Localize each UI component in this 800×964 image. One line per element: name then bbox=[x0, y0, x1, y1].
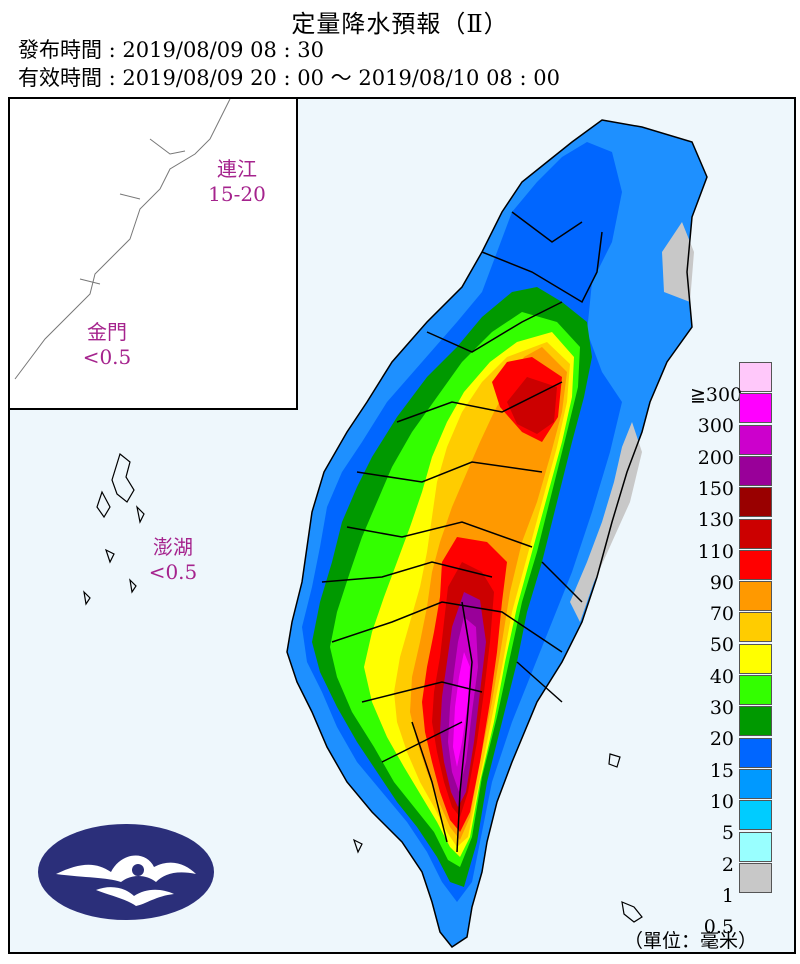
legend-label: ≧300 bbox=[690, 384, 743, 406]
legend-label: 200 bbox=[697, 446, 734, 469]
legend-unit: （單位：毫米） bbox=[624, 930, 758, 952]
county-borders bbox=[321, 211, 603, 853]
kinmen-name: 金門 bbox=[87, 320, 127, 344]
small-islands bbox=[352, 753, 643, 923]
legend-label: 2 bbox=[721, 853, 734, 876]
legend-label: 150 bbox=[697, 477, 734, 500]
legend-label: 1 bbox=[721, 884, 734, 907]
legend-swatch bbox=[739, 424, 772, 455]
issue-time: 發布時間 : 2019/08/09 08 : 30 bbox=[18, 38, 325, 62]
map-title: 定量降水預報（Ⅱ） bbox=[291, 10, 509, 38]
legend-label: 50 bbox=[709, 634, 734, 657]
taiwan-outline bbox=[286, 119, 708, 949]
dry-east-coast bbox=[570, 222, 694, 622]
penghu-name: 澎湖 bbox=[153, 535, 193, 559]
legend-swatch bbox=[739, 862, 772, 893]
legend-swatch bbox=[739, 487, 772, 518]
legend-label: 130 bbox=[697, 509, 734, 532]
lienchiang-name: 連江 bbox=[217, 157, 257, 181]
legend-swatch bbox=[739, 643, 772, 674]
legend-label: 90 bbox=[709, 571, 734, 594]
legend-label: 40 bbox=[709, 665, 734, 688]
legend-swatch bbox=[739, 675, 772, 705]
legend-label: 0.5 bbox=[703, 916, 734, 939]
legend-swatch bbox=[739, 706, 772, 737]
rainfall-map bbox=[8, 97, 796, 954]
legend-swatch bbox=[739, 549, 772, 580]
legend-label: 30 bbox=[709, 697, 734, 719]
legend-swatch bbox=[739, 581, 772, 612]
legend-swatch bbox=[739, 800, 772, 831]
cwb-logo-icon bbox=[38, 824, 214, 920]
legend-swatch bbox=[739, 393, 772, 424]
legend-label: 15 bbox=[709, 759, 734, 782]
legend-label: 20 bbox=[709, 728, 734, 751]
inset-offshore-islands bbox=[8, 97, 298, 410]
legend-swatch bbox=[739, 455, 772, 486]
legend-label: 110 bbox=[697, 540, 734, 563]
rain-band-12 bbox=[453, 652, 470, 767]
legend-label: 5 bbox=[721, 822, 734, 845]
legend-swatch bbox=[739, 737, 772, 768]
legend-swatch bbox=[739, 831, 772, 862]
penghu-value: <0.5 bbox=[148, 560, 198, 584]
kinmen-value: <0.5 bbox=[82, 345, 132, 369]
legend-swatch bbox=[739, 518, 772, 549]
legend-label: 300 bbox=[697, 415, 734, 438]
legend-label: 10 bbox=[709, 790, 734, 813]
legend-label: 70 bbox=[709, 603, 734, 626]
kinmen-label: 金門 <0.5 bbox=[72, 320, 142, 370]
valid-time: 有效時間 : 2019/08/09 20 : 00 ～ 2019/08/10 0… bbox=[18, 66, 560, 90]
china-coastline bbox=[14, 98, 231, 380]
legend-swatch bbox=[739, 362, 772, 392]
legend-swatch bbox=[739, 612, 772, 643]
penghu-islands bbox=[83, 452, 145, 606]
taiwan-island bbox=[83, 119, 708, 949]
lienchiang-label: 連江 15-20 bbox=[192, 157, 282, 207]
penghu-label: 澎湖 <0.5 bbox=[138, 535, 208, 585]
legend-swatch bbox=[739, 768, 772, 799]
lienchiang-value: 15-20 bbox=[208, 182, 266, 206]
